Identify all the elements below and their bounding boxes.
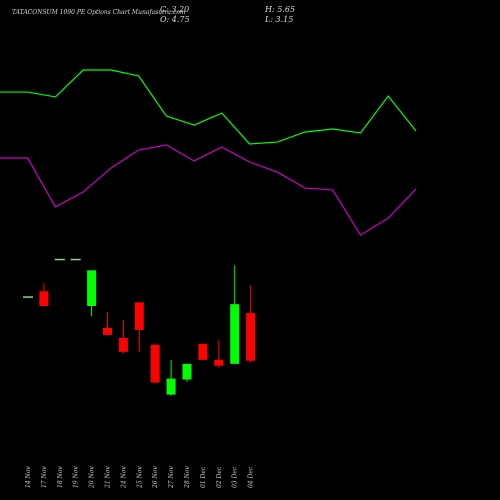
x-tick-label: 03 Dec [232,466,239,488]
x-tick-label: 01 Dec [200,466,207,488]
candle-body [118,338,128,352]
x-tick-label: 14 Nov [25,466,32,488]
indicator-line [0,69,417,145]
candle-body [230,304,240,364]
indicator-line [0,144,417,236]
candle-body [103,327,112,335]
x-tick-label: 24 Nov [120,466,127,489]
x-tick-label: 19 Nov [73,466,80,488]
candle-body [87,270,97,306]
x-tick-label: 25 Nov [136,466,143,489]
x-tick-label: 04 Dec [248,466,255,488]
candle-body [166,378,176,395]
candle-body [134,302,144,330]
candle-body [214,359,224,366]
x-tick-label: 02 Dec [216,466,223,488]
candle-body [182,363,192,380]
close-label: C: 3.20 [160,5,189,14]
x-tick-label: 21 Nov [105,466,112,489]
x-tick-label: 28 Nov [184,466,191,489]
x-tick-label: 27 Nov [168,466,175,489]
high-label: H: 5.65 [264,5,295,14]
candle-body [198,343,208,360]
candle-body [246,313,256,361]
x-tick-label: 20 Nov [89,466,96,489]
open-label: O: 4.75 [160,15,190,24]
candle-body [150,344,160,383]
x-tick-label: 18 Nov [57,466,64,488]
low-label: L: 3.15 [264,15,293,24]
candle-body [39,291,49,306]
x-tick-label: 17 Nov [41,466,48,488]
x-tick-label: 26 Nov [152,466,159,489]
chart-title: TATACONSUM 1090 PE Options Chart Munafas… [12,9,186,16]
